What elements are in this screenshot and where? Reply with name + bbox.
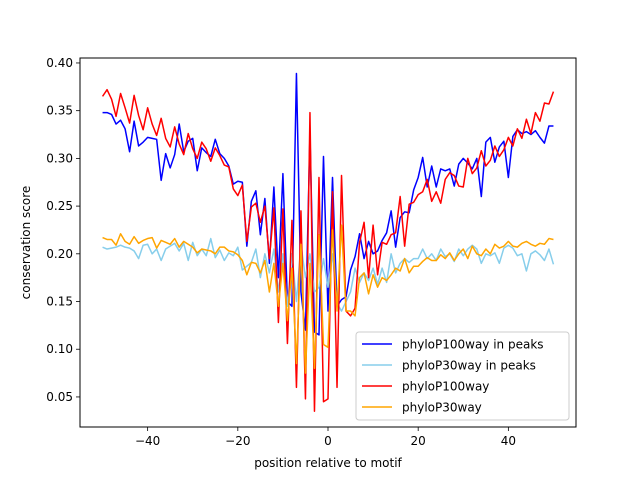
legend-label: phyloP30way in peaks <box>402 359 536 373</box>
y-tick-label: 0.10 <box>46 342 73 356</box>
x-tick-label: 40 <box>501 434 516 448</box>
series-line-0 <box>102 72 554 336</box>
y-tick-label: 0.05 <box>46 390 73 404</box>
legend-label: phyloP100way <box>402 380 489 394</box>
y-tick-label: 0.25 <box>46 199 73 213</box>
y-axis-label: conservation score <box>19 186 33 300</box>
x-tick-label: 20 <box>411 434 426 448</box>
y-tick-label: 0.35 <box>46 104 73 118</box>
x-axis: −40 −20 0 20 40 <box>135 427 516 448</box>
legend-label: phyloP30way <box>402 401 482 415</box>
series-lines <box>101 72 555 413</box>
y-tick-label: 0.15 <box>46 295 73 309</box>
series-line-2 <box>101 88 555 413</box>
y-tick-label: 0.20 <box>46 247 73 261</box>
series-line-3 <box>102 224 554 374</box>
y-tick-label: 0.40 <box>46 56 73 70</box>
y-axis: 0.05 0.10 0.15 0.20 0.25 0.30 0.35 0.40 <box>46 56 80 404</box>
x-tick-label: −40 <box>135 434 160 448</box>
x-tick-label: −20 <box>225 434 250 448</box>
legend: phyloP100way in peaks phyloP30way in peak… <box>355 331 570 421</box>
x-tick-label: 0 <box>324 434 332 448</box>
x-axis-label: position relative to motif <box>254 456 402 470</box>
legend-box <box>355 331 570 421</box>
y-tick-label: 0.30 <box>46 151 73 165</box>
legend-label: phyloP100way in peaks <box>402 338 544 352</box>
